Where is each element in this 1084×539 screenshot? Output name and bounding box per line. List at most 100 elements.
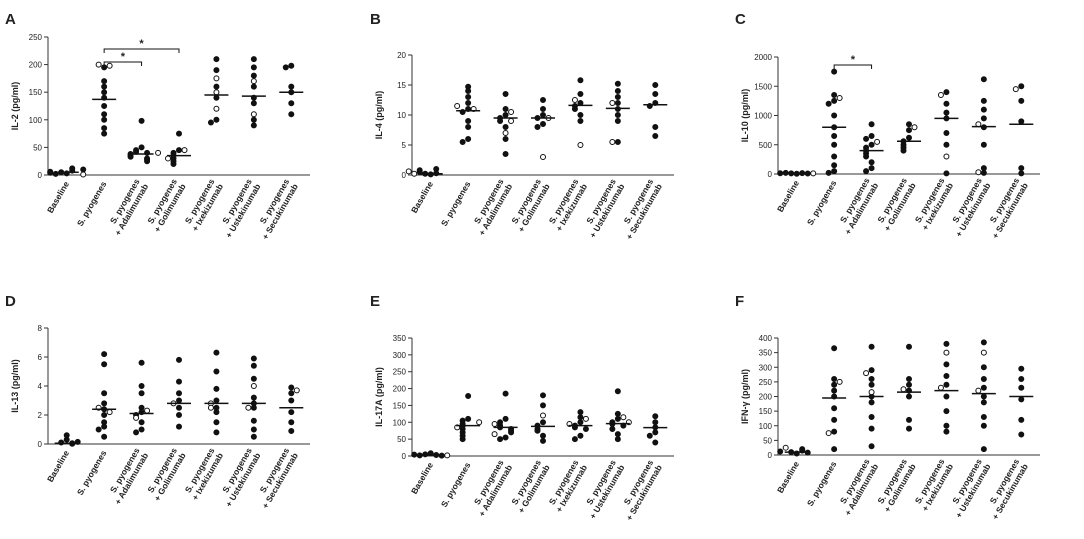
data-point [213, 67, 220, 74]
data-point [250, 64, 257, 71]
data-point [176, 356, 182, 363]
data-point-open [609, 139, 616, 145]
y-tick-label: 0 [768, 451, 773, 460]
data-point [614, 100, 621, 106]
category-label: S. pyogenes+ Ixekizumab [547, 458, 589, 514]
data-point [250, 404, 257, 411]
data-point-open [106, 409, 113, 416]
data-point [144, 158, 151, 165]
category-label-line: S. pyogenes [805, 178, 839, 227]
data-point [80, 166, 87, 173]
y-tick-label: 100 [393, 418, 407, 427]
y-tick-label: 15 [397, 81, 406, 90]
data-point-open [245, 404, 252, 411]
data-point [799, 446, 806, 453]
data-point [1018, 97, 1025, 104]
data-point [980, 97, 987, 104]
data-point [213, 116, 220, 123]
data-point [176, 130, 182, 137]
data-point [416, 167, 423, 174]
data-point-open [943, 349, 950, 356]
data-point [465, 392, 472, 399]
data-point [465, 118, 472, 124]
data-point [943, 428, 950, 435]
data-point [213, 349, 220, 356]
data-point [614, 112, 621, 118]
data-point [980, 106, 987, 113]
data-point [133, 429, 140, 436]
data-point [614, 94, 621, 100]
data-point [571, 436, 578, 443]
data-point [465, 94, 472, 100]
data-point-open [508, 109, 515, 115]
data-point [777, 170, 784, 177]
data-point-open [213, 89, 220, 96]
data-point [831, 387, 838, 394]
data-point [138, 144, 145, 151]
category-label-line: Baseline [775, 178, 801, 214]
data-point [213, 385, 220, 392]
data-point [868, 425, 875, 432]
data-point [288, 427, 295, 434]
data-point-open [476, 419, 483, 426]
y-tick-label: 10 [397, 111, 406, 120]
data-point [213, 397, 220, 404]
data-point [1018, 83, 1025, 90]
data-point-open [80, 171, 87, 178]
data-point [250, 355, 257, 362]
data-point [980, 76, 987, 83]
category-label: S. pyogenes+ Ixekizumab [547, 177, 589, 233]
data-point [534, 124, 541, 130]
y-tick-label: 150 [393, 401, 407, 410]
data-point-open [491, 420, 498, 427]
y-axis-label: IL-2 (pg/ml) [10, 82, 20, 131]
y-tick-label: 20 [397, 51, 406, 60]
data-point [825, 100, 832, 107]
data-point [101, 361, 108, 368]
panel-label: C [735, 11, 746, 28]
data-point [465, 88, 472, 94]
data-point [614, 410, 621, 417]
category-label: Baseline [409, 460, 435, 496]
data-point [831, 375, 838, 382]
data-point [101, 83, 108, 90]
panel-label: F [735, 293, 744, 310]
data-point [250, 100, 257, 107]
data-point [288, 62, 295, 69]
data-point [176, 147, 182, 154]
data-point [1018, 396, 1025, 403]
data-point-open [868, 389, 875, 396]
data-point [540, 121, 546, 127]
y-tick-label: 0 [38, 440, 43, 449]
data-point [288, 100, 295, 107]
data-point [943, 422, 950, 429]
category-label: S. pyogenes+ Ixekizumab [913, 457, 955, 513]
data-point [831, 97, 838, 104]
data-point [614, 436, 621, 443]
data-point [943, 381, 950, 388]
category-label: S. pyogenes+ Adalimumab [838, 457, 880, 517]
data-point [250, 362, 257, 369]
data-point-open [810, 170, 817, 177]
data-point-open [250, 111, 257, 118]
category-label: S. pyogenes+ Golimumab [509, 177, 551, 234]
data-point [540, 437, 546, 444]
y-axis-label: IL-10 (pg/ml) [740, 89, 750, 143]
data-point [652, 91, 659, 97]
data-point [63, 436, 70, 443]
data-point [571, 106, 578, 112]
category-label-line: S. pyogenes [805, 459, 839, 508]
data-point [250, 426, 257, 433]
data-point [433, 166, 440, 172]
category-label-line: Baseline [409, 179, 435, 215]
data-point [868, 399, 875, 406]
data-point [250, 56, 257, 63]
data-point [288, 83, 295, 90]
data-point-open [900, 386, 907, 393]
y-tick-label: 0 [402, 452, 407, 461]
data-point [176, 397, 182, 404]
panel-label: D [5, 293, 16, 310]
data-point [831, 405, 838, 412]
data-point [863, 153, 870, 160]
